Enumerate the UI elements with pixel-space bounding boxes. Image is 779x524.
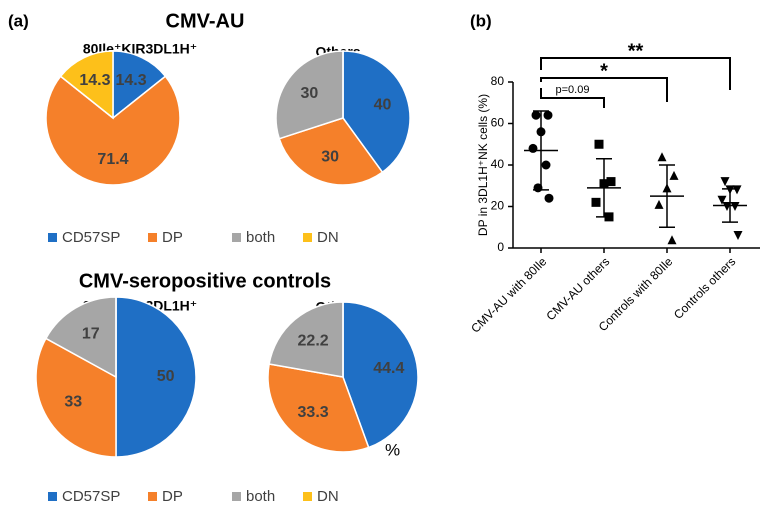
legend-label: both [246,229,275,246]
slice-label: 50 [157,368,175,385]
legend-label: DN [317,229,339,246]
pie-slice [342,301,419,449]
y-tick-label: 60 [491,116,505,130]
legend-swatch [148,492,157,501]
slice-label: 30 [321,149,339,166]
data-point [720,177,730,187]
data-point [541,160,551,170]
unit-note: % [385,440,400,459]
slice-label: 14.3 [79,72,110,89]
data-point [669,170,679,180]
legend-label: CD57SP [62,229,120,246]
data-point [730,202,740,211]
data-point [528,143,538,153]
legend-swatch [48,233,57,242]
legend-swatch [232,233,241,242]
legend-swatch [48,492,57,501]
legend-label: both [246,488,275,505]
pie-slice [278,117,384,186]
significance-bracket [540,88,605,108]
slice-label: 22.2 [298,333,329,350]
group-title: CMV-seropositive controls [79,270,331,292]
panel-label: (b) [470,11,492,30]
legend-label: DP [162,488,183,505]
y-tick-label: 40 [491,157,505,171]
legend-label: CD57SP [62,488,120,505]
significance-bracket [540,77,668,102]
data-point [732,185,742,195]
legend-swatch [232,492,241,501]
x-tick-label: Controls others [671,254,738,321]
legend-swatch [303,492,312,501]
y-tick-label: 80 [491,74,505,88]
significance-label: * [600,60,608,82]
slice-label: 14.3 [115,72,146,89]
pie-slice [45,75,181,186]
sd-bar [533,110,549,191]
slice-label: 30 [300,85,318,102]
pie-slice [112,50,167,120]
pie-slice [44,296,117,379]
sd-bar [596,158,612,218]
pie-slice [115,296,197,458]
y-tick-label: 20 [491,199,505,213]
slice-label: 71.4 [97,151,128,168]
slice-label: 17 [82,326,100,343]
y-axis-label: DP in 3DL1H⁺NK cells (%) [476,94,490,236]
data-point [606,177,616,187]
slice-label: 44.4 [373,360,404,377]
pie-slice [59,50,114,120]
y-tick-label: 0 [497,240,504,254]
data-point [657,152,667,162]
sd-bar [722,188,738,223]
legend-label: DP [162,229,183,246]
slice-label: 33.3 [298,404,329,421]
data-point [544,193,554,203]
group-title: CMV-AU [166,10,245,32]
data-point [717,195,727,205]
legend-label: DN [317,488,339,505]
slice-label: 33 [64,393,82,410]
x-tick-label: CMV-AU with 80Ile [468,254,549,335]
data-point [591,197,601,207]
sd-bar [659,164,675,228]
slice-label: 40 [374,96,392,113]
data-point [733,231,743,241]
data-point [594,139,604,149]
x-tick-label: CMV-AU others [544,254,613,323]
significance-bracket [540,57,731,90]
data-point [543,110,553,120]
significance-label: ** [628,40,644,62]
panel-label: (a) [8,11,29,30]
significance-label: p=0.09 [556,84,590,96]
pie-slice [268,301,344,378]
pie-slice [275,50,344,140]
pie-slice [342,50,411,174]
data-point [654,199,664,209]
data-point [667,235,677,245]
legend-swatch [303,233,312,242]
legend-swatch [148,233,157,242]
data-point [531,110,541,120]
pie-slice [35,337,117,458]
pie-slice [267,363,370,453]
